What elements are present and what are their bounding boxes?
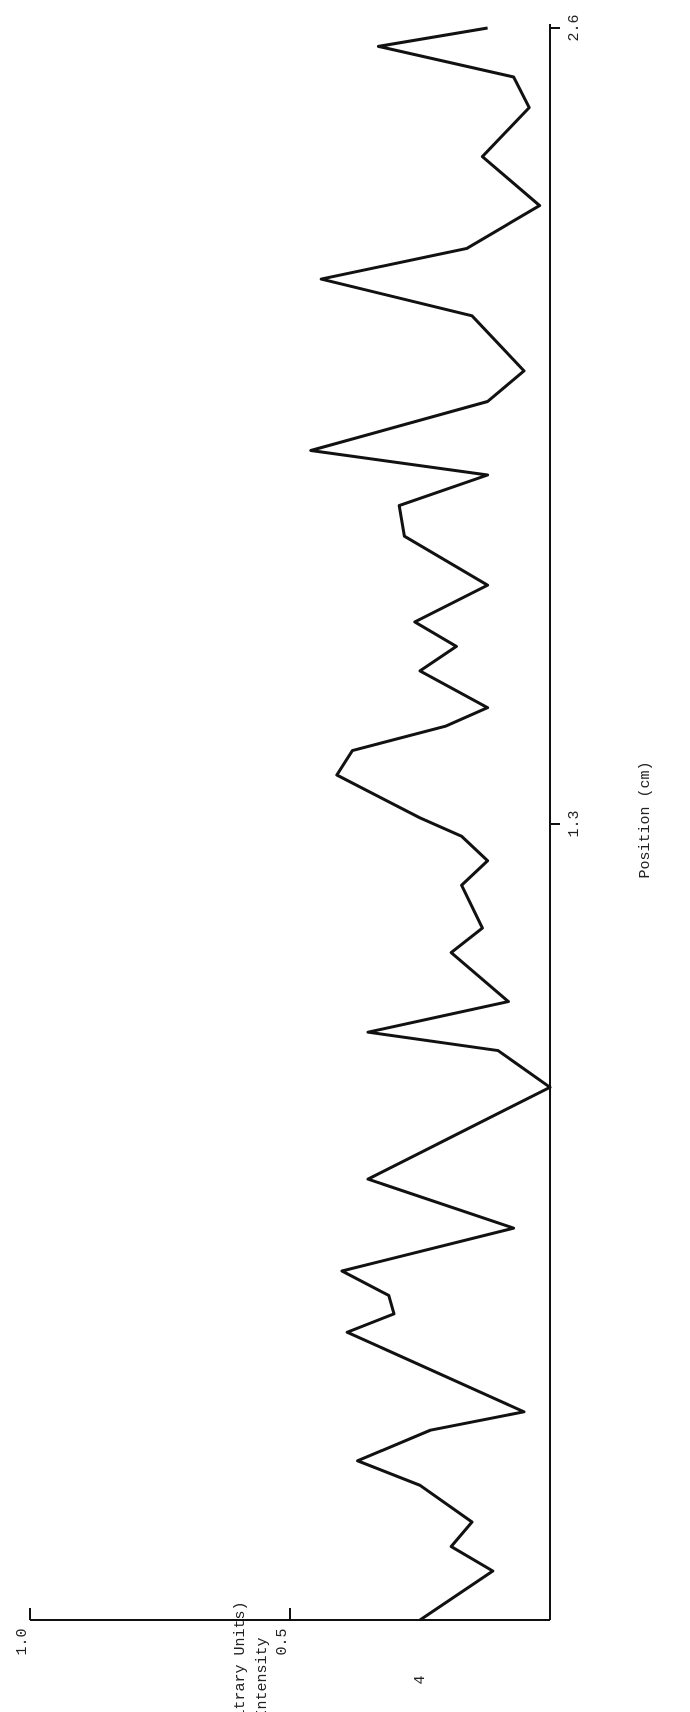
- y-axis-label: Intensity: [254, 1637, 271, 1712]
- y-axis-label: (Arbitrary Units): [232, 1601, 249, 1712]
- y-tick-label: 0.5: [274, 1628, 291, 1655]
- x-axis-label: Position (cm): [637, 761, 654, 878]
- data-line: [309, 26, 552, 1622]
- page-number: 4: [412, 1675, 429, 1684]
- x-tick-label: 1.3: [566, 810, 583, 837]
- x-tick-label: 2.6: [566, 14, 583, 41]
- y-tick-label: 1.0: [14, 1628, 31, 1655]
